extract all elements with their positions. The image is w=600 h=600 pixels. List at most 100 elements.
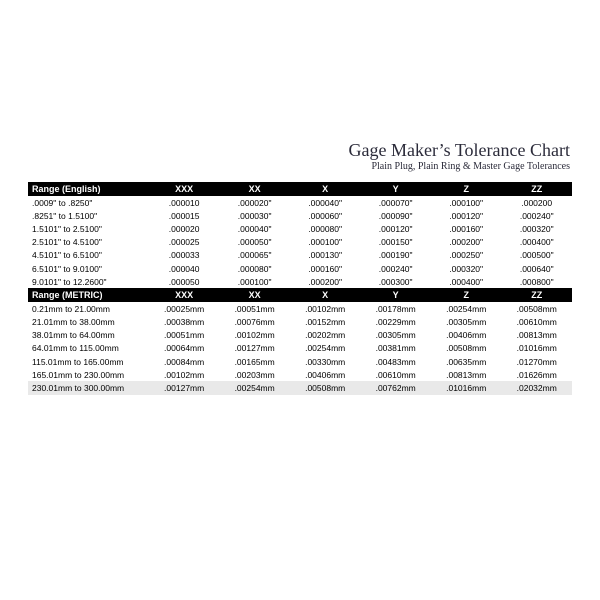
value-cell: .000150"	[360, 236, 431, 249]
value-cell: .000033	[149, 249, 220, 262]
value-cell: .00330mm	[290, 355, 361, 368]
table-row: .8251" to 1.5100".000015.000030".000060"…	[28, 209, 572, 222]
value-cell: .00051mm	[219, 302, 290, 315]
value-cell: .00635mm	[431, 355, 502, 368]
value-cell: .00038mm	[149, 316, 220, 329]
value-cell: .00152mm	[290, 316, 361, 329]
value-cell: .000015	[149, 209, 220, 222]
range-cell: 165.01mm to 230.00mm	[28, 368, 149, 381]
value-cell: .000130"	[290, 249, 361, 262]
value-cell: .000040"	[219, 222, 290, 235]
value-cell: .000040"	[290, 196, 361, 209]
chart-heading: Gage Maker’s Tolerance Chart Plain Plug,…	[349, 140, 570, 172]
value-cell: .02032mm	[501, 381, 572, 394]
value-cell: .000070"	[360, 196, 431, 209]
value-cell: .000120"	[431, 209, 502, 222]
value-cell: .00127mm	[149, 381, 220, 394]
value-cell: .000640"	[501, 262, 572, 275]
value-cell: .000080"	[290, 222, 361, 235]
range-cell: 21.01mm to 38.00mm	[28, 316, 149, 329]
value-cell: .000100"	[290, 236, 361, 249]
value-cell: .00254mm	[431, 302, 502, 315]
value-cell: .00178mm	[360, 302, 431, 315]
value-cell: .00025mm	[149, 302, 220, 315]
value-cell: .00508mm	[290, 381, 361, 394]
value-cell: .00813mm	[431, 368, 502, 381]
value-cell: .01016mm	[501, 342, 572, 355]
value-cell: .00064mm	[149, 342, 220, 355]
value-cell: .000010	[149, 196, 220, 209]
value-cell: .000500"	[501, 249, 572, 262]
value-cell: .00165mm	[219, 355, 290, 368]
value-cell: .000060"	[290, 209, 361, 222]
range-cell: 0.21mm to 21.00mm	[28, 302, 149, 315]
value-cell: .00102mm	[219, 329, 290, 342]
range-cell: 64.01mm to 115.00mm	[28, 342, 149, 355]
value-cell: .00610mm	[360, 368, 431, 381]
value-cell: .000190"	[360, 249, 431, 262]
value-cell: .01270mm	[501, 355, 572, 368]
value-cell: .00229mm	[360, 316, 431, 329]
value-cell: .000300"	[360, 275, 431, 288]
value-cell: .00610mm	[501, 316, 572, 329]
table-row: 230.01mm to 300.00mm.00127mm.00254mm.005…	[28, 381, 572, 394]
range-cell: 115.01mm to 165.00mm	[28, 355, 149, 368]
value-cell: .000400"	[501, 236, 572, 249]
value-cell: .00051mm	[149, 329, 220, 342]
range-cell: 6.5101" to 9.0100"	[28, 262, 149, 275]
col-header-y: Y	[360, 288, 431, 302]
value-cell: .00305mm	[431, 316, 502, 329]
value-cell: .000020"	[219, 196, 290, 209]
value-cell: .00202mm	[290, 329, 361, 342]
value-cell: .00508mm	[431, 342, 502, 355]
value-cell: .000240"	[360, 262, 431, 275]
range-cell: .8251" to 1.5100"	[28, 209, 149, 222]
value-cell: .00254mm	[290, 342, 361, 355]
table-row: 9.0101" to 12.2600".000050.000100".00020…	[28, 275, 572, 288]
range-cell: .0009" to .8250"	[28, 196, 149, 209]
value-cell: .00203mm	[219, 368, 290, 381]
range-cell: 38.01mm to 64.00mm	[28, 329, 149, 342]
value-cell: .000320"	[501, 222, 572, 235]
col-header-z: Z	[431, 182, 502, 196]
value-cell: .01016mm	[431, 381, 502, 394]
value-cell: .00483mm	[360, 355, 431, 368]
col-header-x: X	[290, 182, 361, 196]
col-header-xxx: XXX	[149, 182, 220, 196]
table-row: 0.21mm to 21.00mm.00025mm.00051mm.00102m…	[28, 302, 572, 315]
col-header-zz: ZZ	[501, 182, 572, 196]
value-cell: .00762mm	[360, 381, 431, 394]
value-cell: .00381mm	[360, 342, 431, 355]
value-cell: .000100"	[219, 275, 290, 288]
value-cell: .00406mm	[290, 368, 361, 381]
value-cell: .000030"	[219, 209, 290, 222]
value-cell: .000065"	[219, 249, 290, 262]
value-cell: .00254mm	[219, 381, 290, 394]
value-cell: .000250"	[431, 249, 502, 262]
value-cell: .000020	[149, 222, 220, 235]
col-header-y: Y	[360, 182, 431, 196]
value-cell: .000400"	[431, 275, 502, 288]
value-cell: .000100"	[431, 196, 502, 209]
value-cell: .00084mm	[149, 355, 220, 368]
value-cell: .00102mm	[149, 368, 220, 381]
page-subtitle: Plain Plug, Plain Ring & Master Gage Tol…	[349, 161, 570, 172]
page-title: Gage Maker’s Tolerance Chart	[349, 140, 570, 161]
range-header: Range (English)	[28, 182, 149, 196]
value-cell: .000050	[149, 275, 220, 288]
table-row: .0009" to .8250".000010.000020".000040".…	[28, 196, 572, 209]
value-cell: .00813mm	[501, 329, 572, 342]
value-cell: .000090"	[360, 209, 431, 222]
table-row: 1.5101" to 2.5100".000020.000040".000080…	[28, 222, 572, 235]
table-row: 64.01mm to 115.00mm.00064mm.00127mm.0025…	[28, 342, 572, 355]
value-cell: .00127mm	[219, 342, 290, 355]
value-cell: .000200"	[290, 275, 361, 288]
value-cell: .000240"	[501, 209, 572, 222]
col-header-z: Z	[431, 288, 502, 302]
table-row: 4.5101" to 6.5100".000033.000065".000130…	[28, 249, 572, 262]
value-cell: .00102mm	[290, 302, 361, 315]
table-row: 165.01mm to 230.00mm.00102mm.00203mm.004…	[28, 368, 572, 381]
tolerance-table: Range (English)XXXXXXYZZZ.0009" to .8250…	[28, 182, 572, 395]
value-cell: .00508mm	[501, 302, 572, 315]
table-row: 38.01mm to 64.00mm.00051mm.00102mm.00202…	[28, 329, 572, 342]
